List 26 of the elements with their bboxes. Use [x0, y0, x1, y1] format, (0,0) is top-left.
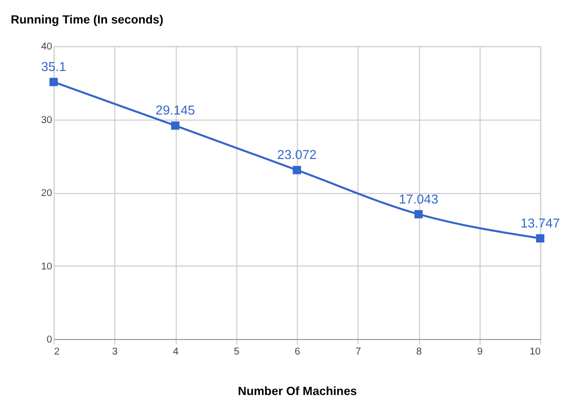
point: [49, 78, 58, 86]
point: [292, 166, 302, 174]
x-tick-label: 8: [416, 346, 422, 358]
y-tick-label: 10: [41, 261, 53, 272]
point: [171, 121, 180, 130]
x-axis-title: Number Of Machines: [238, 384, 358, 398]
x-tick-label: 3: [112, 346, 118, 358]
x-tick-label: 7: [355, 346, 362, 358]
x-tick-label: 4: [173, 346, 179, 358]
data-label: 35.1: [41, 59, 66, 74]
data-label: 23.072: [277, 147, 317, 162]
data-label: 13.747: [520, 215, 560, 230]
y-tick-label: 40: [41, 42, 53, 53]
data-label: 29.145: [156, 102, 195, 118]
data-label: 17.043: [398, 191, 438, 206]
point: [414, 210, 423, 218]
y-tick-label: 0: [46, 334, 53, 346]
x-tick-label: 9: [477, 346, 484, 358]
point: [536, 234, 544, 243]
y-tick-label: 20: [41, 188, 53, 200]
y-tick-label: 30: [41, 114, 53, 126]
x-tick-label: 2: [54, 346, 60, 358]
x-tick-label: 10: [530, 346, 542, 358]
x-tick-label: 5: [234, 346, 240, 358]
chart-title: Running Time (In seconds): [10, 12, 164, 26]
x-tick-label: 6: [294, 346, 301, 358]
